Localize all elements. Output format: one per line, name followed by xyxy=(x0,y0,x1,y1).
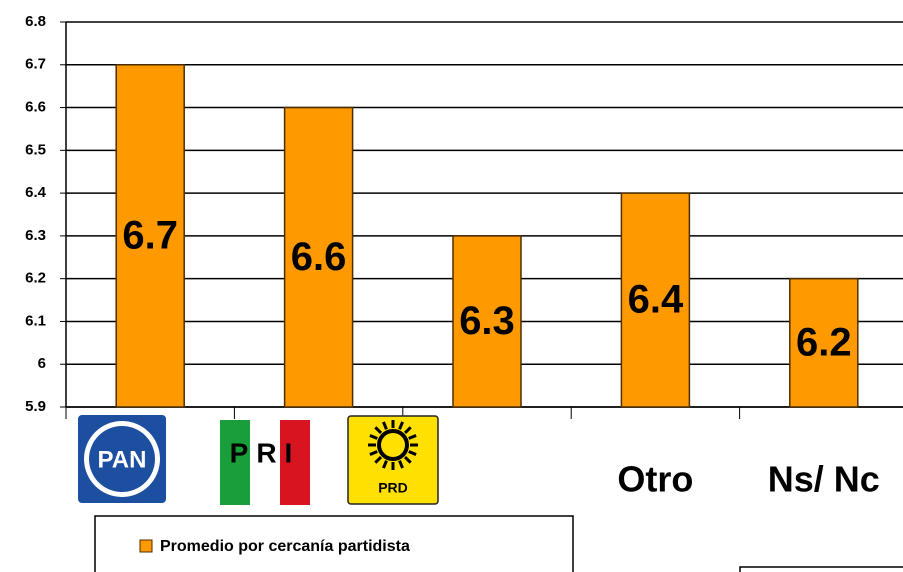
x-tick-label: PRI xyxy=(230,437,301,468)
logo-ray xyxy=(403,426,412,435)
y-tick-label: 6.8 xyxy=(25,13,46,30)
y-tick-label: 6.5 xyxy=(25,141,46,158)
logo-ring xyxy=(89,426,155,492)
logo-ray xyxy=(369,434,378,440)
data-label: 6.4 xyxy=(628,278,684,322)
logo-sun xyxy=(377,429,409,461)
y-tick-label: 6.3 xyxy=(25,227,46,244)
logo-ray xyxy=(408,434,417,440)
x-tick-label: Ns/ Nc xyxy=(768,459,880,500)
corner-box xyxy=(739,566,903,572)
x-tick-label: PRD xyxy=(378,480,408,496)
y-tick-label: 6.1 xyxy=(25,312,46,329)
logo-ray xyxy=(382,460,388,469)
logo-ray xyxy=(369,450,378,456)
y-tick-label: 6.6 xyxy=(25,99,46,116)
bar xyxy=(620,192,691,408)
logo-ray xyxy=(374,455,383,464)
legend-label: Promedio por cercanía partidista xyxy=(160,538,410,555)
party-logo: PRD xyxy=(347,415,439,505)
bar xyxy=(115,64,185,408)
logo-ray xyxy=(374,426,383,435)
y-tick-label: 5.9 xyxy=(25,398,46,415)
logo-ray xyxy=(408,450,417,456)
y-tick-label: 6.4 xyxy=(25,184,47,201)
logo-ray xyxy=(398,421,404,430)
legend-box xyxy=(94,515,574,572)
logo-white xyxy=(250,420,280,505)
party-logo: PAN xyxy=(78,415,166,503)
logo-ray xyxy=(382,421,388,430)
x-tick-label: PAN xyxy=(98,446,147,473)
legend-swatch xyxy=(139,539,153,553)
bar xyxy=(789,277,859,408)
x-tick-label: Otro xyxy=(617,459,693,500)
data-label: 6.3 xyxy=(459,299,515,343)
data-label: 6.7 xyxy=(122,213,178,257)
data-label: 6.6 xyxy=(291,235,347,279)
logo-ray xyxy=(403,455,412,464)
y-tick-label: 6.7 xyxy=(25,56,46,73)
logo-green xyxy=(220,420,250,505)
logo-ray xyxy=(398,460,404,469)
bar xyxy=(283,106,354,408)
party-logo: PRI xyxy=(220,420,310,505)
bar xyxy=(452,235,522,408)
logo-red xyxy=(280,420,310,505)
y-tick-label: 6.2 xyxy=(25,270,46,287)
y-tick-label: 6 xyxy=(38,355,46,372)
data-label: 6.2 xyxy=(796,320,852,364)
